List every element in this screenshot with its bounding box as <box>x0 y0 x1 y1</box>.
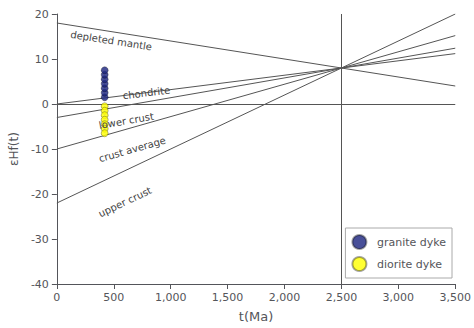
svg-text:εHf(t): εHf(t) <box>7 132 21 166</box>
svg-text:-40: -40 <box>31 278 49 291</box>
svg-text:chondrite: chondrite <box>122 84 171 101</box>
svg-text:2,500: 2,500 <box>326 291 358 304</box>
svg-text:t(Ma): t(Ma) <box>239 309 273 324</box>
svg-text:1,500: 1,500 <box>212 291 244 304</box>
svg-text:3,500: 3,500 <box>440 291 472 304</box>
svg-text:0: 0 <box>53 291 60 304</box>
svg-text:0: 0 <box>42 98 49 111</box>
svg-text:upper crust: upper crust <box>97 185 154 220</box>
svg-text:depleted mantle: depleted mantle <box>70 29 153 53</box>
svg-text:lower crust: lower crust <box>98 111 155 131</box>
svg-text:3,000: 3,000 <box>383 291 415 304</box>
svg-text:500: 500 <box>103 291 124 304</box>
svg-text:-10: -10 <box>31 143 49 156</box>
svg-text:2,000: 2,000 <box>269 291 301 304</box>
svg-text:20: 20 <box>35 8 49 21</box>
svg-text:crust average: crust average <box>97 135 167 165</box>
svg-text:10: 10 <box>35 53 49 66</box>
svg-text:granite dyke: granite dyke <box>377 236 446 249</box>
svg-text:-20: -20 <box>31 188 49 201</box>
svg-text:1,000: 1,000 <box>155 291 187 304</box>
svg-text:diorite dyke: diorite dyke <box>377 258 442 271</box>
svg-text:-30: -30 <box>31 233 49 246</box>
